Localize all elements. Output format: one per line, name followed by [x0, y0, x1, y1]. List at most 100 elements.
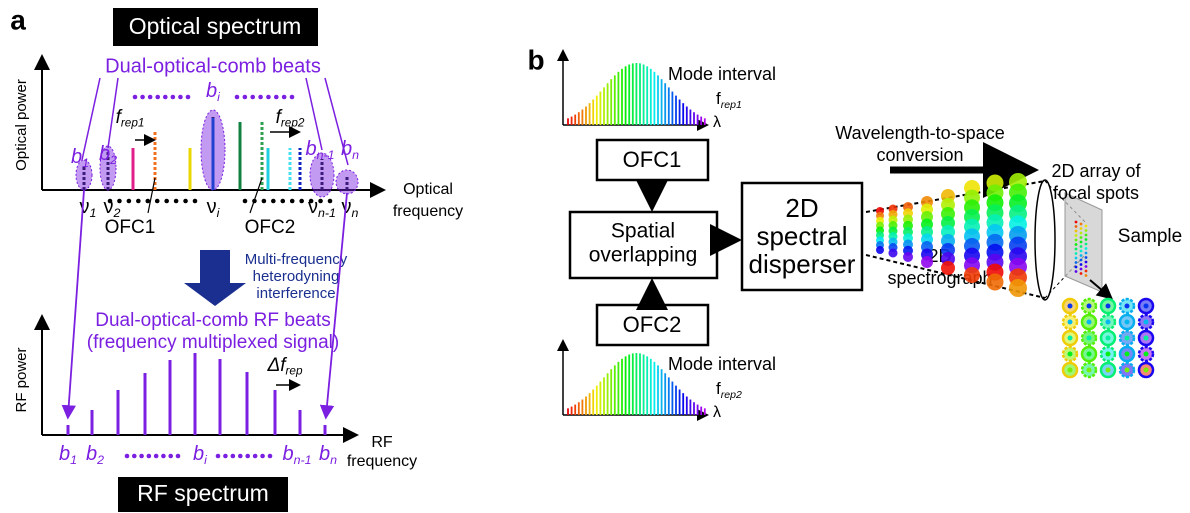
dot: [271, 199, 276, 204]
focal-dot: [964, 267, 980, 283]
dot: [274, 95, 279, 100]
mode-label-base: ν: [308, 196, 318, 218]
dot: [171, 95, 176, 100]
dot: [216, 454, 221, 459]
delta-frep-label-base: Δf: [266, 355, 287, 376]
box-label: OFC1: [623, 147, 682, 172]
rf-beat-label-base: b: [59, 443, 70, 465]
dot: [161, 454, 166, 459]
beat-label: bi: [206, 80, 221, 104]
sample-spot: [1075, 270, 1078, 273]
guide-line: [82, 78, 100, 160]
focal-spot-core: [1087, 320, 1092, 325]
pointer: [250, 178, 262, 213]
dot: [186, 95, 191, 100]
beat-label: b2: [99, 143, 117, 167]
dot: [223, 454, 228, 459]
dot: [318, 199, 323, 204]
dot: [140, 95, 145, 100]
sample-spot: [1075, 230, 1078, 233]
dot: [282, 95, 287, 100]
dot: [155, 95, 160, 100]
dot: [163, 95, 168, 100]
focal-spot-core: [1068, 368, 1073, 373]
dot: [235, 95, 240, 100]
x-axis-label: Optical: [403, 181, 453, 198]
rf-beat-label: b1: [59, 443, 77, 467]
sample-spot: [1075, 266, 1078, 269]
sample-spot: [1075, 248, 1078, 251]
section-title: Optical spectrum: [129, 13, 302, 39]
box-label: overlapping: [589, 244, 698, 267]
dot: [183, 199, 188, 204]
beat-label-base: b: [341, 138, 352, 160]
dot: [250, 95, 255, 100]
dot: [125, 454, 130, 459]
ofc-label: OFC1: [105, 217, 156, 238]
delta-frep-label-sub: rep: [286, 365, 303, 378]
focal-spots-label: 2D array of: [1051, 161, 1141, 181]
sample-spot: [1080, 259, 1083, 262]
mode-label-sub: 1: [90, 206, 97, 220]
sample-spot: [1080, 241, 1083, 244]
sample-spot: [1080, 232, 1083, 235]
beat-label: bn: [341, 138, 359, 162]
rf-beat-label-sub: 1: [70, 453, 77, 467]
process-label: heterodyning: [253, 268, 340, 285]
focal-spot-core: [1068, 336, 1073, 341]
dot: [245, 454, 250, 459]
dot: [148, 95, 153, 100]
sample-spot: [1085, 238, 1088, 241]
sample-spot: [1085, 234, 1088, 237]
sample-label: Sample: [1118, 226, 1182, 247]
rf-beat-label: bi: [193, 443, 208, 467]
box-label: Spatial: [611, 220, 675, 243]
dot: [168, 454, 173, 459]
dot: [280, 199, 285, 204]
focal-dot: [921, 256, 933, 268]
box-label: OFC2: [623, 312, 682, 337]
rf-beat-label-sub: n-1: [294, 453, 312, 467]
mode-interval-label: Mode interval: [668, 64, 776, 84]
rf-beat-label-base: b: [282, 443, 293, 465]
sample-spot: [1085, 256, 1088, 259]
dot: [178, 95, 183, 100]
focal-spot-core: [1087, 352, 1092, 357]
dot: [253, 454, 258, 459]
focal-spot-core: [1125, 304, 1130, 309]
frep-label-sub: rep1: [721, 99, 742, 111]
dot: [238, 454, 243, 459]
x-axis-label: frequency: [393, 203, 463, 220]
x-axis-label: frequency: [347, 453, 417, 470]
focal-spots-label: focal spots: [1053, 183, 1139, 203]
axis-label: λ: [713, 114, 721, 131]
sample-spot: [1075, 225, 1078, 228]
beat-label-sub: i: [217, 90, 221, 104]
rf-beat-label-base: b: [193, 443, 204, 465]
dot: [328, 199, 333, 204]
sample-spot: [1080, 263, 1083, 266]
rf-beats-title: Dual-optical-comb RF beats: [95, 310, 330, 331]
dot: [193, 199, 198, 204]
beat-label-sub: n: [352, 148, 359, 162]
focal-spot-core: [1125, 336, 1130, 341]
sample-spot: [1075, 239, 1078, 242]
mode-label-sub: n: [352, 206, 359, 220]
sample-spot: [1085, 270, 1088, 273]
sample-spot: [1085, 252, 1088, 255]
dot: [154, 454, 159, 459]
dot: [117, 199, 122, 204]
focal-spot-core: [1087, 336, 1092, 341]
box-label: disperser: [749, 249, 856, 279]
rf-beat-label-base: b: [319, 443, 330, 465]
focal-spot-core: [1106, 336, 1111, 341]
sample-spot: [1080, 245, 1083, 248]
rf-beat-label-sub: n: [330, 453, 337, 467]
sample-spot: [1075, 257, 1078, 260]
dot: [266, 95, 271, 100]
focal-spot-core: [1087, 304, 1092, 309]
section-title: RF spectrum: [137, 480, 269, 506]
focal-spot-core: [1144, 352, 1149, 357]
sample-spot: [1085, 261, 1088, 264]
sample-spot: [1085, 243, 1088, 246]
